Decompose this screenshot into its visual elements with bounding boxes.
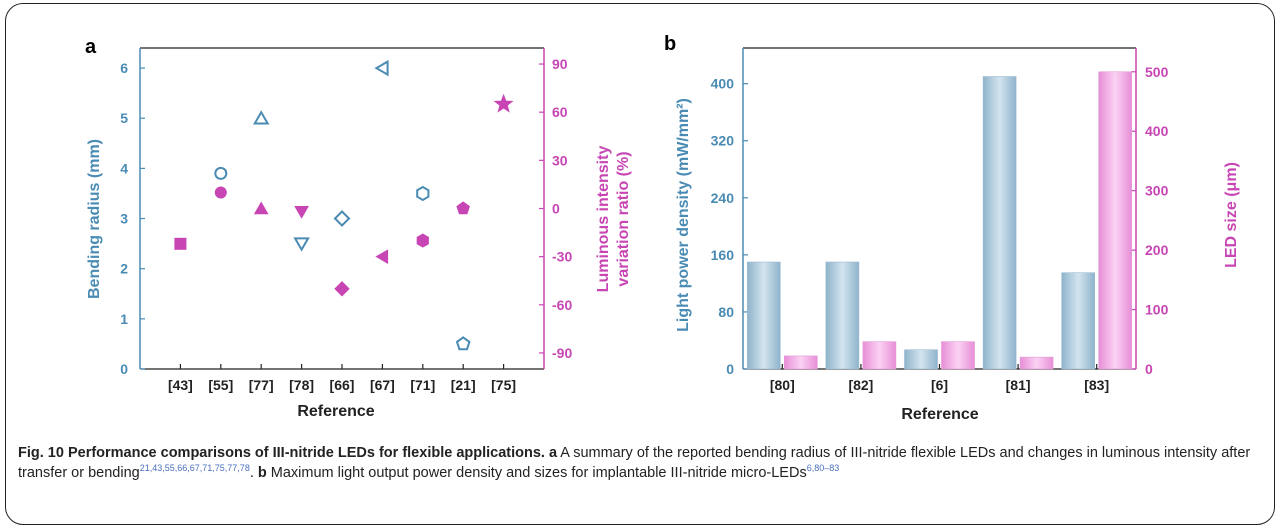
tick-label-left: 5 bbox=[120, 110, 128, 126]
point-left bbox=[374, 59, 389, 77]
tick-label-x: [77] bbox=[249, 377, 274, 393]
caption-b-text: Maximum light output power density and s… bbox=[266, 465, 807, 481]
tick-label-x: [67] bbox=[370, 377, 395, 393]
tick-label-right: 300 bbox=[1145, 183, 1169, 199]
tick-label-left: 2 bbox=[120, 261, 128, 277]
point-right bbox=[214, 186, 227, 199]
tick-label-left: 0 bbox=[726, 361, 734, 377]
tick-label-right: 500 bbox=[1145, 64, 1169, 80]
chart-b-xlabel: Reference bbox=[901, 406, 978, 423]
bar-led-size bbox=[941, 341, 975, 370]
point-left bbox=[416, 185, 430, 202]
tick-label-x: [43] bbox=[168, 377, 193, 393]
tick-label-right: -90 bbox=[552, 345, 572, 361]
bar-led-size bbox=[862, 341, 897, 370]
tick-label-x: [66] bbox=[330, 377, 355, 393]
tick-label-x: [80] bbox=[770, 377, 795, 393]
point-right bbox=[334, 281, 350, 297]
tick-label-left: 160 bbox=[711, 247, 735, 263]
figure-caption: Fig. 10 Performance comparisons of III-n… bbox=[18, 443, 1273, 483]
tick-label-x: [71] bbox=[410, 377, 435, 393]
tick-label-x: [81] bbox=[1006, 377, 1031, 393]
chart-a-axes: 0 1 2 3 4 5 6 -90 -60 -30 0 30 60 90 [43] [55] [77] [78] [… bbox=[120, 47, 572, 393]
tick-label-right: 0 bbox=[552, 201, 560, 217]
point-left bbox=[252, 110, 270, 125]
tick-label-right: 60 bbox=[552, 104, 568, 120]
bar-light-power-density bbox=[1061, 272, 1095, 370]
caption-b-label: b bbox=[257, 465, 267, 481]
tick-label-right: 200 bbox=[1145, 242, 1169, 258]
caption-a-refs[interactable]: 21,43,55,66,67,71,75,77,78 bbox=[139, 463, 250, 474]
figure-frame bbox=[5, 3, 1275, 525]
point-left bbox=[333, 210, 351, 227]
chart-a: a 0 1 2 3 4 5 6 -90 -60 -30 0 30 60 90 [43] [55] [77] [78… bbox=[85, 36, 632, 420]
caption-separator: . bbox=[249, 465, 258, 481]
chart-b-axes: [80] [82] [6] [81] [83] 0 80 160 240 320 400 0 100 20… bbox=[711, 47, 1169, 393]
tick-label-x: [82] bbox=[848, 377, 873, 393]
bar-light-power-density bbox=[982, 76, 1017, 370]
chart-b-ylabel-right: LED size (μm) bbox=[1223, 162, 1240, 268]
point-right bbox=[416, 233, 429, 248]
tick-label-right: 90 bbox=[552, 56, 568, 72]
tick-label-left: 400 bbox=[711, 76, 735, 92]
point-right bbox=[253, 201, 269, 215]
caption-title: Fig. 10 Performance comparisons of III-n… bbox=[18, 445, 545, 461]
tick-label-left: 0 bbox=[120, 361, 128, 377]
chart-a-xlabel: Reference bbox=[297, 403, 374, 420]
chart-a-ylabel-right-line1: Luminous intensity bbox=[595, 146, 612, 293]
chart-b-marks bbox=[746, 71, 1132, 370]
tick-label-x: [6] bbox=[931, 377, 948, 393]
point-right bbox=[375, 249, 389, 264]
tick-label-x: [83] bbox=[1084, 377, 1109, 393]
chart-b-ylabel-left: Light power density (mW/mm²) bbox=[675, 98, 692, 332]
tick-label-x: [75] bbox=[491, 377, 516, 393]
point-left bbox=[214, 166, 228, 180]
tick-label-x: [78] bbox=[289, 377, 314, 393]
tick-label-left: 240 bbox=[711, 190, 735, 206]
tick-label-x: [55] bbox=[208, 377, 233, 393]
bar-led-size bbox=[783, 355, 818, 370]
chart-a-ylabel-left: Bending radius (mm) bbox=[86, 139, 103, 299]
panel-label-b: b bbox=[664, 33, 676, 55]
chart-a-marks bbox=[174, 59, 514, 351]
tick-label-right: 100 bbox=[1145, 302, 1169, 318]
bar-led-size bbox=[1098, 71, 1132, 370]
tick-label-left: 6 bbox=[120, 60, 128, 76]
tick-label-right: -30 bbox=[552, 249, 572, 265]
bar-light-power-density bbox=[825, 261, 860, 370]
tick-label-left: 4 bbox=[120, 160, 128, 176]
tick-label-right: 30 bbox=[552, 152, 568, 168]
bar-led-size bbox=[1019, 356, 1054, 370]
tick-label-left: 80 bbox=[718, 304, 734, 320]
caption-a-text: A summary of the reported bending radius… bbox=[18, 445, 1251, 481]
panel-label-a: a bbox=[85, 36, 97, 58]
tick-label-right: -60 bbox=[552, 297, 572, 313]
point-left bbox=[293, 237, 310, 252]
bar-light-power-density bbox=[746, 261, 781, 370]
point-left bbox=[455, 336, 471, 351]
point-right bbox=[456, 201, 470, 215]
tick-label-left: 3 bbox=[120, 211, 128, 227]
caption-b-refs[interactable]: 6,80–83 bbox=[806, 463, 840, 474]
bar-light-power-density bbox=[904, 349, 938, 370]
tick-label-left: 320 bbox=[711, 133, 735, 149]
point-right bbox=[174, 237, 187, 250]
tick-label-x: [21] bbox=[451, 377, 476, 393]
point-right bbox=[294, 206, 309, 219]
tick-label-left: 1 bbox=[120, 311, 128, 327]
tick-label-right: 0 bbox=[1145, 361, 1153, 377]
point-right bbox=[493, 93, 514, 113]
chart-a-ylabel-right-line2: variation ratio (%) bbox=[615, 151, 632, 286]
chart-b: b [80] [82] [6] [81] [83] 0 80 160 240 320 400 0 100… bbox=[664, 33, 1240, 423]
tick-label-right: 400 bbox=[1145, 123, 1169, 139]
caption-a-label: a bbox=[548, 445, 558, 461]
